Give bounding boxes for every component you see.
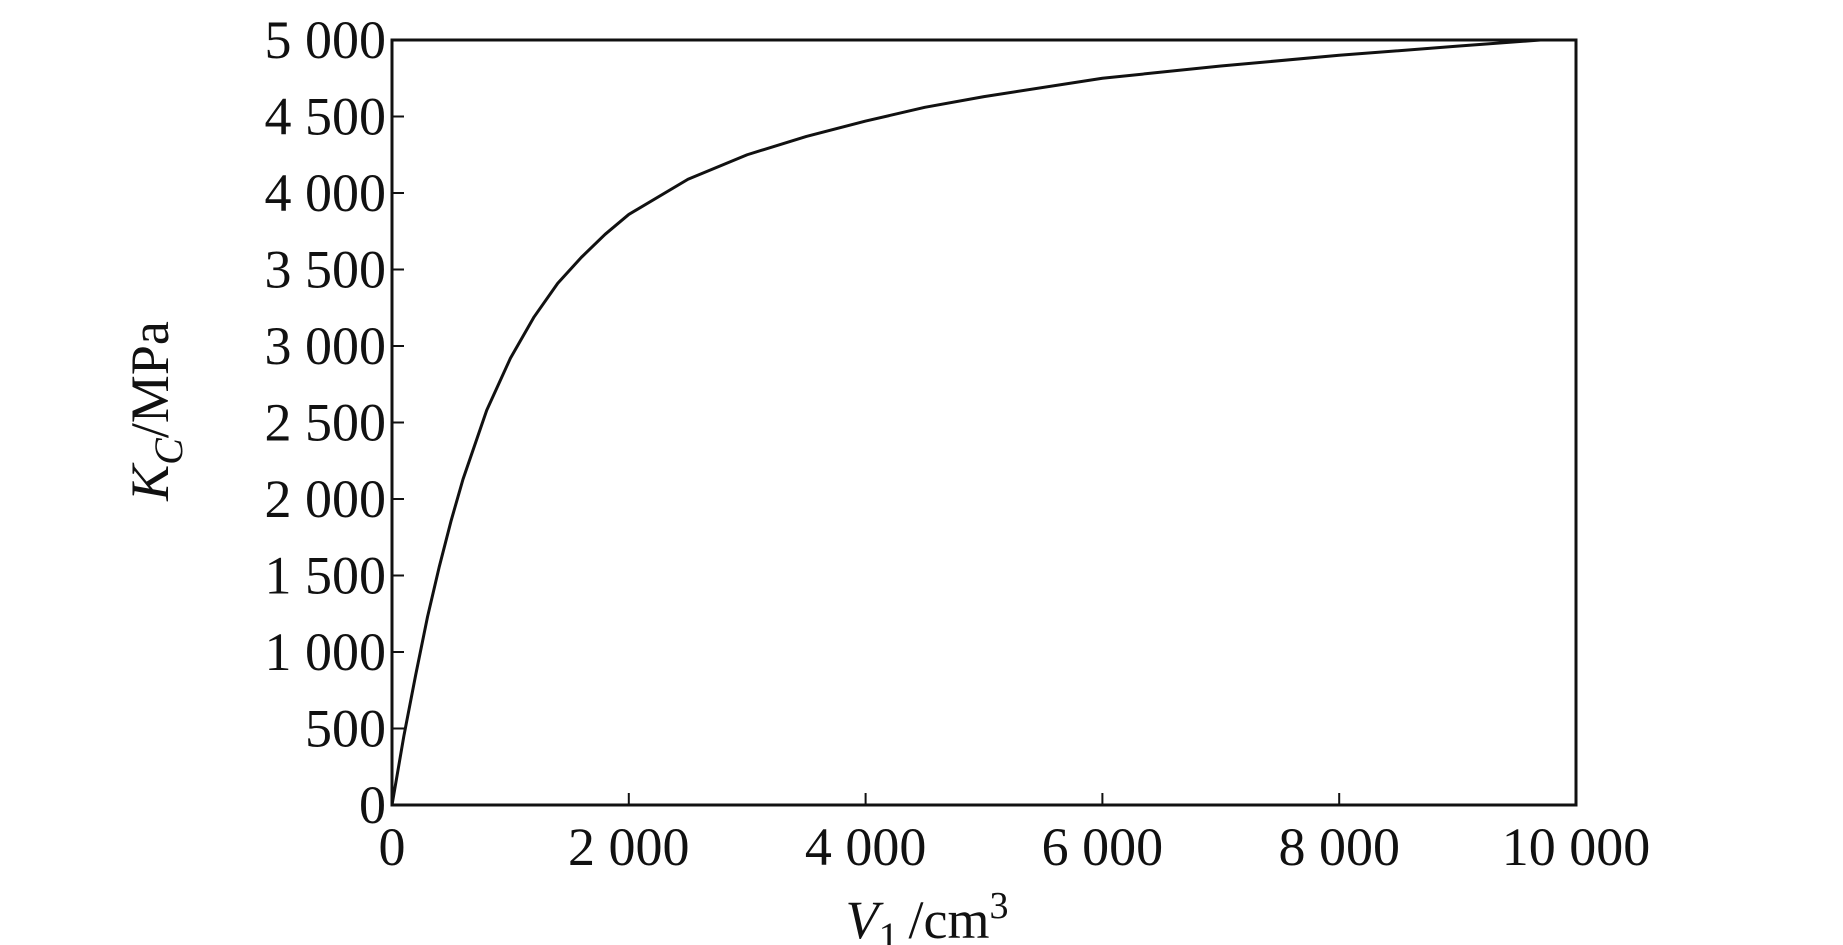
- y-tick-label: 0: [359, 775, 386, 835]
- x-tick-label: 8 000: [1278, 817, 1400, 877]
- y-tick-label: 1 500: [265, 546, 387, 606]
- y-axis-label: KC/MPa: [120, 321, 191, 502]
- x-tick-label: 0: [379, 817, 406, 877]
- x-tick-label: 6 000: [1042, 817, 1164, 877]
- x-tick-label: 2 000: [568, 817, 690, 877]
- y-tick-label: 2 500: [265, 393, 387, 453]
- series-line-0: [390, 38, 1578, 807]
- y-tick-label: 4 000: [265, 163, 387, 223]
- y-tick-label: 2 000: [265, 469, 387, 529]
- plot-area: [390, 38, 1578, 807]
- y-tick-label: 500: [305, 699, 386, 759]
- x-tick-label: 10 000: [1502, 817, 1651, 877]
- x-axis-label: V1/cm3: [846, 885, 1009, 945]
- x-tick-label: 4 000: [805, 817, 927, 877]
- y-tick-label: 3 500: [265, 240, 387, 300]
- y-tick-label: 1 000: [265, 622, 387, 682]
- y-tick-label: 3 000: [265, 316, 387, 376]
- plot-frame: [390, 38, 1578, 807]
- y-tick-label: 5 000: [265, 10, 387, 70]
- y-tick-label: 4 500: [265, 87, 387, 147]
- y-axis: 0 500 1 000 1 500 2 000 2 500 3 000 3 500 4 000 4…: [265, 10, 404, 835]
- x-axis: 0 2 000 4 000 6 000 8 000 10 000: [379, 793, 1651, 877]
